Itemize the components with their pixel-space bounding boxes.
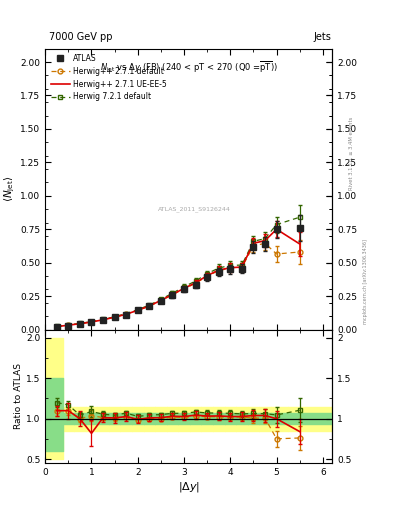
Text: $N_\mathrm{jet}$ vs $\Delta y$ (FB) (240 < pT < 270 (Q0 =$\overline{\mathrm{pT}}: $N_\mathrm{jet}$ vs $\Delta y$ (FB) (240… <box>100 60 277 75</box>
X-axis label: $|\Delta y|$: $|\Delta y|$ <box>178 480 200 494</box>
Y-axis label: Ratio to ATLAS: Ratio to ATLAS <box>14 364 23 430</box>
Text: Jets: Jets <box>314 32 331 42</box>
Text: ATLAS_2011_S9126244: ATLAS_2011_S9126244 <box>158 206 231 211</box>
Text: mcplots.cern.ch [arXiv:1306.3436]: mcplots.cern.ch [arXiv:1306.3436] <box>363 239 368 324</box>
Text: Rivet 3.1.10, ≥ 3.4M events: Rivet 3.1.10, ≥ 3.4M events <box>349 117 354 190</box>
Text: 7000 GeV pp: 7000 GeV pp <box>49 32 113 42</box>
Legend: ATLAS, Herwig++ 2.7.1 default, Herwig++ 2.7.1 UE-EE-5, Herwig 7.2.1 default: ATLAS, Herwig++ 2.7.1 default, Herwig++ … <box>48 51 169 104</box>
Y-axis label: $\langle N_\mathrm{jet}\rangle$: $\langle N_\mathrm{jet}\rangle$ <box>3 176 17 202</box>
